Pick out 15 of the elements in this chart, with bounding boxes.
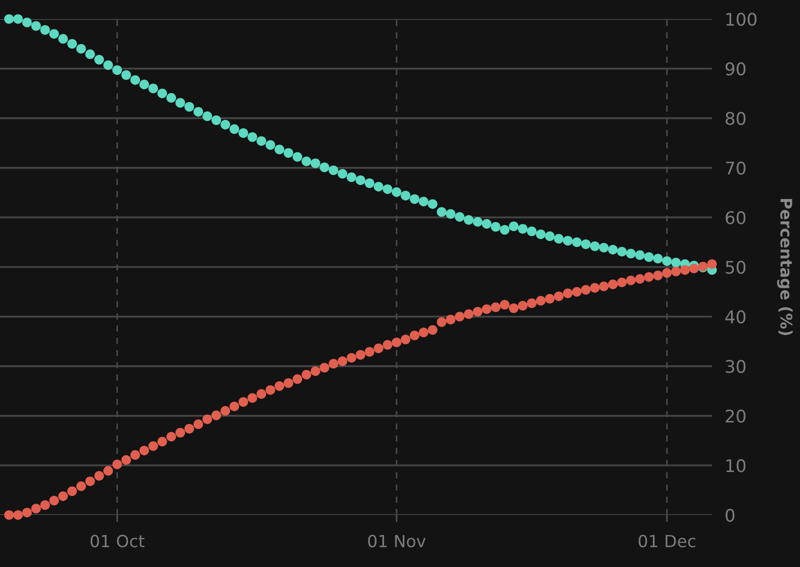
y-tick-label: 90 bbox=[726, 62, 746, 76]
y-tick-label: 10 bbox=[726, 459, 746, 472]
y-tick-label: 70 bbox=[726, 162, 746, 175]
y-tick-label: 50 bbox=[726, 260, 746, 274]
x-tick-label: 01 Dec bbox=[638, 534, 696, 548]
x-tick-label: 01 Oct bbox=[90, 534, 144, 548]
x-tick-label: 01 Nov bbox=[368, 534, 426, 548]
y-tick-label: 30 bbox=[726, 360, 746, 374]
y-tick-label: 80 bbox=[726, 112, 746, 126]
y-tick-label: 60 bbox=[726, 211, 746, 224]
y-tick-label: 0 bbox=[726, 508, 734, 522]
y-tick-label: 40 bbox=[725, 310, 746, 324]
y-axis-title: Percentage (%) bbox=[777, 199, 793, 336]
y-tick-label: 100 bbox=[726, 12, 756, 26]
y-tick-label: 20 bbox=[726, 410, 746, 423]
